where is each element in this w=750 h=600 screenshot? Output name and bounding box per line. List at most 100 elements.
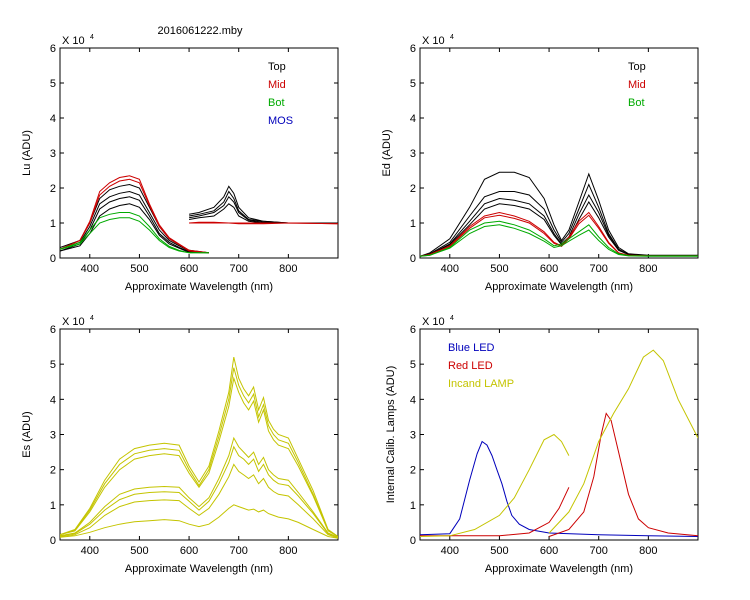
lamps-xtick-label: 800 (639, 545, 657, 557)
ed-ytick-label: 6 (410, 43, 416, 55)
es-series-es (60, 376, 338, 537)
lu-ytick-label: 2 (50, 183, 56, 195)
ed-ylabel: Ed (ADU) (381, 129, 393, 176)
ed-xtick-label: 700 (590, 263, 608, 275)
lamps-series-incand-lamp (548, 349, 698, 534)
es-series-es (60, 463, 338, 539)
lu-xlabel: Approximate Wavelength (nm) (125, 281, 273, 293)
es-series-es (60, 367, 338, 537)
ed-ytick-label: 5 (410, 78, 416, 90)
lamps-ytick-label: 1 (410, 500, 416, 512)
lamps-ytick-label: 5 (410, 359, 416, 371)
lu-ytick-label: 0 (50, 253, 56, 265)
lu-scale-exponent: 4 (90, 34, 94, 41)
lu-ytick-label: 1 (50, 218, 56, 230)
ed-series-top (420, 171, 698, 257)
es-xtick-label: 600 (180, 545, 198, 557)
es-ytick-label: 4 (50, 394, 56, 406)
lamps-ylabel: Internal Calib. Lamps (ADU) (385, 366, 397, 504)
es-ylabel: Es (ADU) (21, 411, 33, 457)
lamps-xtick-label: 700 (590, 545, 608, 557)
es-xtick-label: 700 (230, 545, 248, 557)
lamps-series-red-led (420, 487, 570, 537)
lu-xtick-label: 400 (81, 263, 99, 275)
lu-xtick-label: 700 (230, 263, 248, 275)
lamps-series-group (420, 349, 698, 537)
es-ytick-label: 2 (50, 465, 56, 477)
ed-series-group (420, 171, 698, 257)
lamps-xtick-label: 600 (540, 545, 558, 557)
lamps-series-incand-lamp (420, 433, 570, 537)
ed-series-bot (420, 224, 698, 257)
lu-series-mid (60, 175, 209, 254)
panel-es: 0 1 2 3 4 5 6 400 500 600 700 800 Approximate Wavele… (21, 315, 339, 575)
lu-ylabel: Lu (ADU) (21, 130, 33, 176)
es-plot-frame (59, 328, 339, 541)
es-xtick-label: 500 (130, 545, 148, 557)
lamps-scale-exponent: 4 (450, 315, 454, 322)
lu-series-mid (189, 222, 338, 225)
lamps-series-red-led (548, 412, 698, 537)
lu-legend-bot: Bot (268, 97, 285, 109)
es-series-es (60, 445, 338, 538)
lu-series-top (60, 203, 209, 254)
lu-scale-factor: X 10 (62, 35, 85, 47)
figure-title: 2016061222.mby (157, 25, 243, 37)
ed-ytick-label: 1 (410, 218, 416, 230)
lu-series-top (60, 190, 209, 254)
es-scale-exponent: 4 (90, 315, 94, 322)
lu-ytick-label: 5 (50, 78, 56, 90)
es-xlabel: Approximate Wavelength (nm) (125, 563, 273, 575)
es-series-es (60, 356, 338, 537)
lu-ytick-label: 4 (50, 113, 56, 125)
lamps-ytick-label: 3 (410, 430, 416, 442)
panel-ed: 0 1 2 3 4 5 6 400 500 600 700 800 Approximate Wavele… (381, 34, 699, 293)
lu-series-bot (60, 212, 209, 254)
lu-legend-mos: MOS (268, 115, 293, 127)
lamps-xtick-label: 400 (441, 545, 459, 557)
lamps-scale-factor: X 10 (422, 316, 445, 328)
es-xtick-label: 800 (279, 545, 297, 557)
es-scale-factor: X 10 (62, 316, 85, 328)
lu-plot-frame (59, 47, 339, 259)
lu-series-group (60, 175, 338, 254)
es-ytick-label: 6 (50, 324, 56, 336)
es-ytick-label: 0 (50, 535, 56, 547)
ed-scale-exponent: 4 (450, 34, 454, 41)
lamps-ytick-label: 0 (410, 535, 416, 547)
ed-xtick-label: 500 (490, 263, 508, 275)
lu-legend-mid: Mid (268, 79, 286, 91)
es-series-es (60, 436, 338, 538)
ed-legend-bot: Bot (628, 97, 645, 109)
lamps-ytick-label: 2 (410, 465, 416, 477)
lu-series-top (189, 190, 338, 224)
ed-xtick-label: 600 (540, 263, 558, 275)
lu-series-bot (60, 217, 209, 254)
lamps-legend-incand-lamp: Incand LAMP (448, 378, 514, 390)
es-ytick-label: 5 (50, 359, 56, 371)
panel-lu: 0 1 2 3 4 5 6 400 500 600 700 800 Approximate Wavele… (21, 34, 339, 293)
lu-series-top (189, 195, 338, 224)
ed-ytick-label: 4 (410, 113, 416, 125)
lamps-legend-red-led: Red LED (448, 360, 493, 372)
ed-xlabel: Approximate Wavelength (nm) (485, 281, 633, 293)
lu-ytick-label: 6 (50, 43, 56, 55)
lu-ytick-label: 3 (50, 148, 56, 160)
es-ytick-label: 3 (50, 430, 56, 442)
lamps-xlabel: Approximate Wavelength (nm) (485, 563, 633, 575)
ed-series-bot (420, 220, 698, 257)
ed-xtick-label: 400 (441, 263, 459, 275)
ed-ytick-label: 2 (410, 183, 416, 195)
lu-series-top (189, 185, 338, 224)
ed-scale-factor: X 10 (422, 35, 445, 47)
lamps-ytick-label: 4 (410, 394, 416, 406)
es-ytick-label: 1 (50, 500, 56, 512)
panel-lamps: 0 1 2 3 4 5 6 400 500 600 700 800 Approximate Wavele… (385, 315, 699, 575)
es-series-es (60, 504, 338, 539)
ed-legend-top: Top (628, 61, 646, 73)
lu-legend-top: Top (268, 61, 286, 73)
ed-series-top (420, 193, 698, 257)
lamps-xtick-label: 500 (490, 545, 508, 557)
lamps-legend-blue-led: Blue LED (448, 342, 495, 354)
